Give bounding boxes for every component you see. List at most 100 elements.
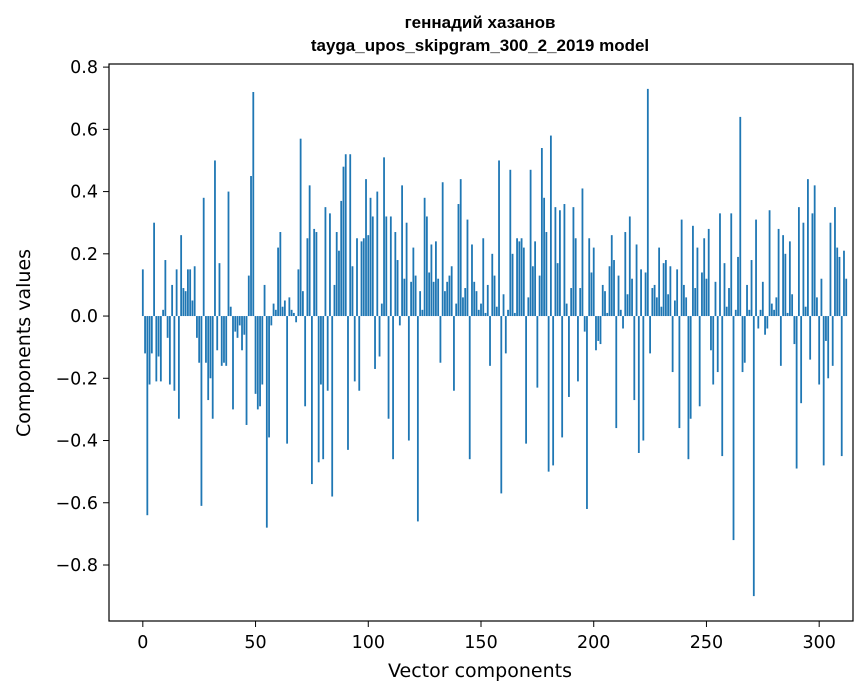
bar-60 [277,247,279,317]
bar-275 [761,281,764,317]
bar-230 [660,306,663,317]
bar-142 [462,297,464,317]
bar-127 [428,272,431,317]
bars-group [141,88,848,597]
bar-219 [635,244,638,317]
bar-176 [538,275,541,317]
bar-104 [376,191,379,317]
x-axis-label: Vector components [388,660,572,682]
bar-160 [502,294,505,317]
bar-16 [177,316,180,419]
bar-311 [843,250,845,317]
bar-102 [371,216,374,317]
bar-191 [572,207,575,317]
bar-221 [640,269,642,317]
bar-231 [662,263,665,317]
bar-268 [746,284,748,317]
bar-144 [466,219,469,317]
bar-130 [435,241,437,317]
bar-150 [480,303,482,317]
bar-66 [290,309,293,317]
bar-80 [322,316,325,460]
bar-56 [268,316,270,438]
bar-194 [579,288,582,317]
bar-226 [651,288,654,317]
bar-125 [423,197,426,317]
bar-153 [486,284,489,317]
bar-274 [759,309,762,317]
bar-298 [813,185,816,317]
bar-290 [795,316,798,469]
y-tick-label: 0.8 [70,58,98,78]
bar-164 [511,253,514,317]
bar-49 [252,92,255,317]
bar-248 [701,272,703,317]
bar-62 [281,306,284,317]
bar-223 [644,272,647,317]
bar-41 [234,316,237,332]
bar-263 [734,309,737,317]
bar-204 [601,284,604,317]
bar-180 [547,316,550,472]
bar-294 [804,306,807,317]
bar-65 [288,297,291,317]
bar-128 [430,244,433,317]
bar-54 [263,284,266,317]
bar-86 [335,232,338,317]
bar-279 [770,303,773,317]
bar-68 [295,316,298,323]
bar-109 [387,316,390,419]
bar-43 [238,316,241,326]
bar-295 [807,179,809,317]
bar-271 [752,316,755,597]
bar-100 [367,235,370,317]
bar-265 [739,116,742,317]
plot-frame [108,63,854,622]
bar-31 [211,316,214,419]
bar-1 [144,316,146,354]
bar-145 [468,316,471,460]
bar-133 [441,182,444,317]
bar-61 [279,232,282,317]
bar-51 [256,316,259,410]
x-tick-label: 250 [690,633,723,653]
bar-6 [155,316,158,382]
bar-273 [757,316,760,329]
bar-188 [565,303,568,317]
bar-115 [401,185,403,317]
bar-299 [816,297,818,317]
bar-238 [678,316,681,429]
bar-209 [613,260,615,317]
bar-239 [680,219,683,317]
bar-266 [741,316,744,373]
bar-217 [631,278,633,317]
bar-15 [175,269,178,317]
chart-title: геннадий хазанов [405,13,556,32]
bar-246 [696,247,699,317]
bar-168 [520,238,523,317]
bar-166 [516,238,518,317]
bar-99 [365,179,367,317]
bar-261 [730,213,733,317]
bar-300 [818,316,821,385]
bar-29 [207,316,210,401]
bar-285 [784,253,787,317]
bar-26 [200,316,203,506]
bar-236 [673,300,676,317]
bar-17 [180,235,183,317]
bar-55 [265,316,268,528]
bar-250 [705,278,708,317]
y-tick-label: −0.2 [56,369,99,389]
bar-59 [274,309,277,317]
bar-24 [196,316,198,338]
bar-304 [827,316,830,379]
bar-119 [410,281,413,317]
bar-240 [683,284,685,317]
bar-37 [225,316,228,366]
bar-157 [495,306,498,317]
bar-158 [498,160,500,317]
bar-241 [685,297,688,317]
bar-267 [743,316,746,363]
bar-256 [719,213,721,317]
bar-3 [148,316,151,385]
